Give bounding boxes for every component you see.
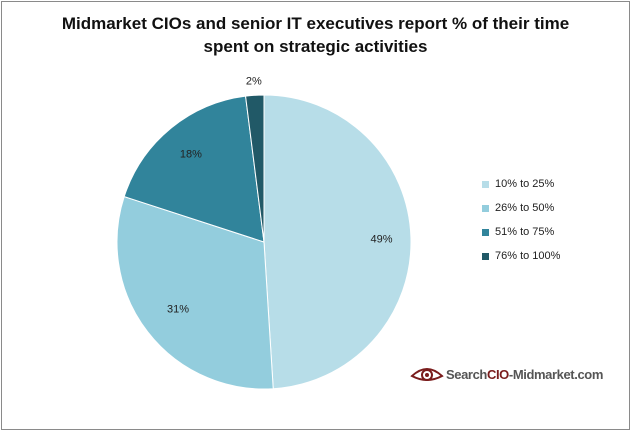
legend-swatch [482,180,489,188]
legend-swatch [482,228,489,236]
data-label: 2% [246,76,262,88]
data-label: 31% [167,304,189,316]
chart-title-line-1: Midmarket CIOs and senior IT executives … [61,14,570,33]
eye-icon [410,364,444,384]
logo-text: SearchCIO-Midmarket.com [446,367,603,382]
pie-slice [263,94,412,390]
legend-item: 10% to 25% [482,172,560,196]
legend-item: 26% to 50% [482,196,560,220]
data-label: 49% [371,233,393,245]
legend-label: 51% to 75% [495,226,555,238]
chart-title-line-2: spent on strategic activities [203,37,428,56]
pie-slice [245,94,265,243]
legend-item: 76% to 100% [482,244,560,268]
legend-label: 76% to 100% [495,250,561,262]
chart-title: Midmarket CIOs and senior IT executives … [0,12,631,58]
legend-swatch [482,252,489,260]
data-label: 18% [180,149,202,161]
logo-text-midmarket: -Midmarket.com [508,366,603,382]
legend-swatch [482,204,489,212]
pie-slice [116,195,274,390]
logo-text-cio: CIO [486,366,509,382]
chart-legend: 10% to 25% 26% to 50% 51% to 75% 76% to 100… [482,172,560,268]
logo-text-search: Search [446,366,487,382]
searchcio-logo: SearchCIO-Midmarket.com [410,362,603,386]
legend-label: 10% to 25% [495,178,555,190]
pie-slice [123,95,265,243]
legend-item: 51% to 75% [482,220,560,244]
legend-label: 26% to 50% [495,202,555,214]
